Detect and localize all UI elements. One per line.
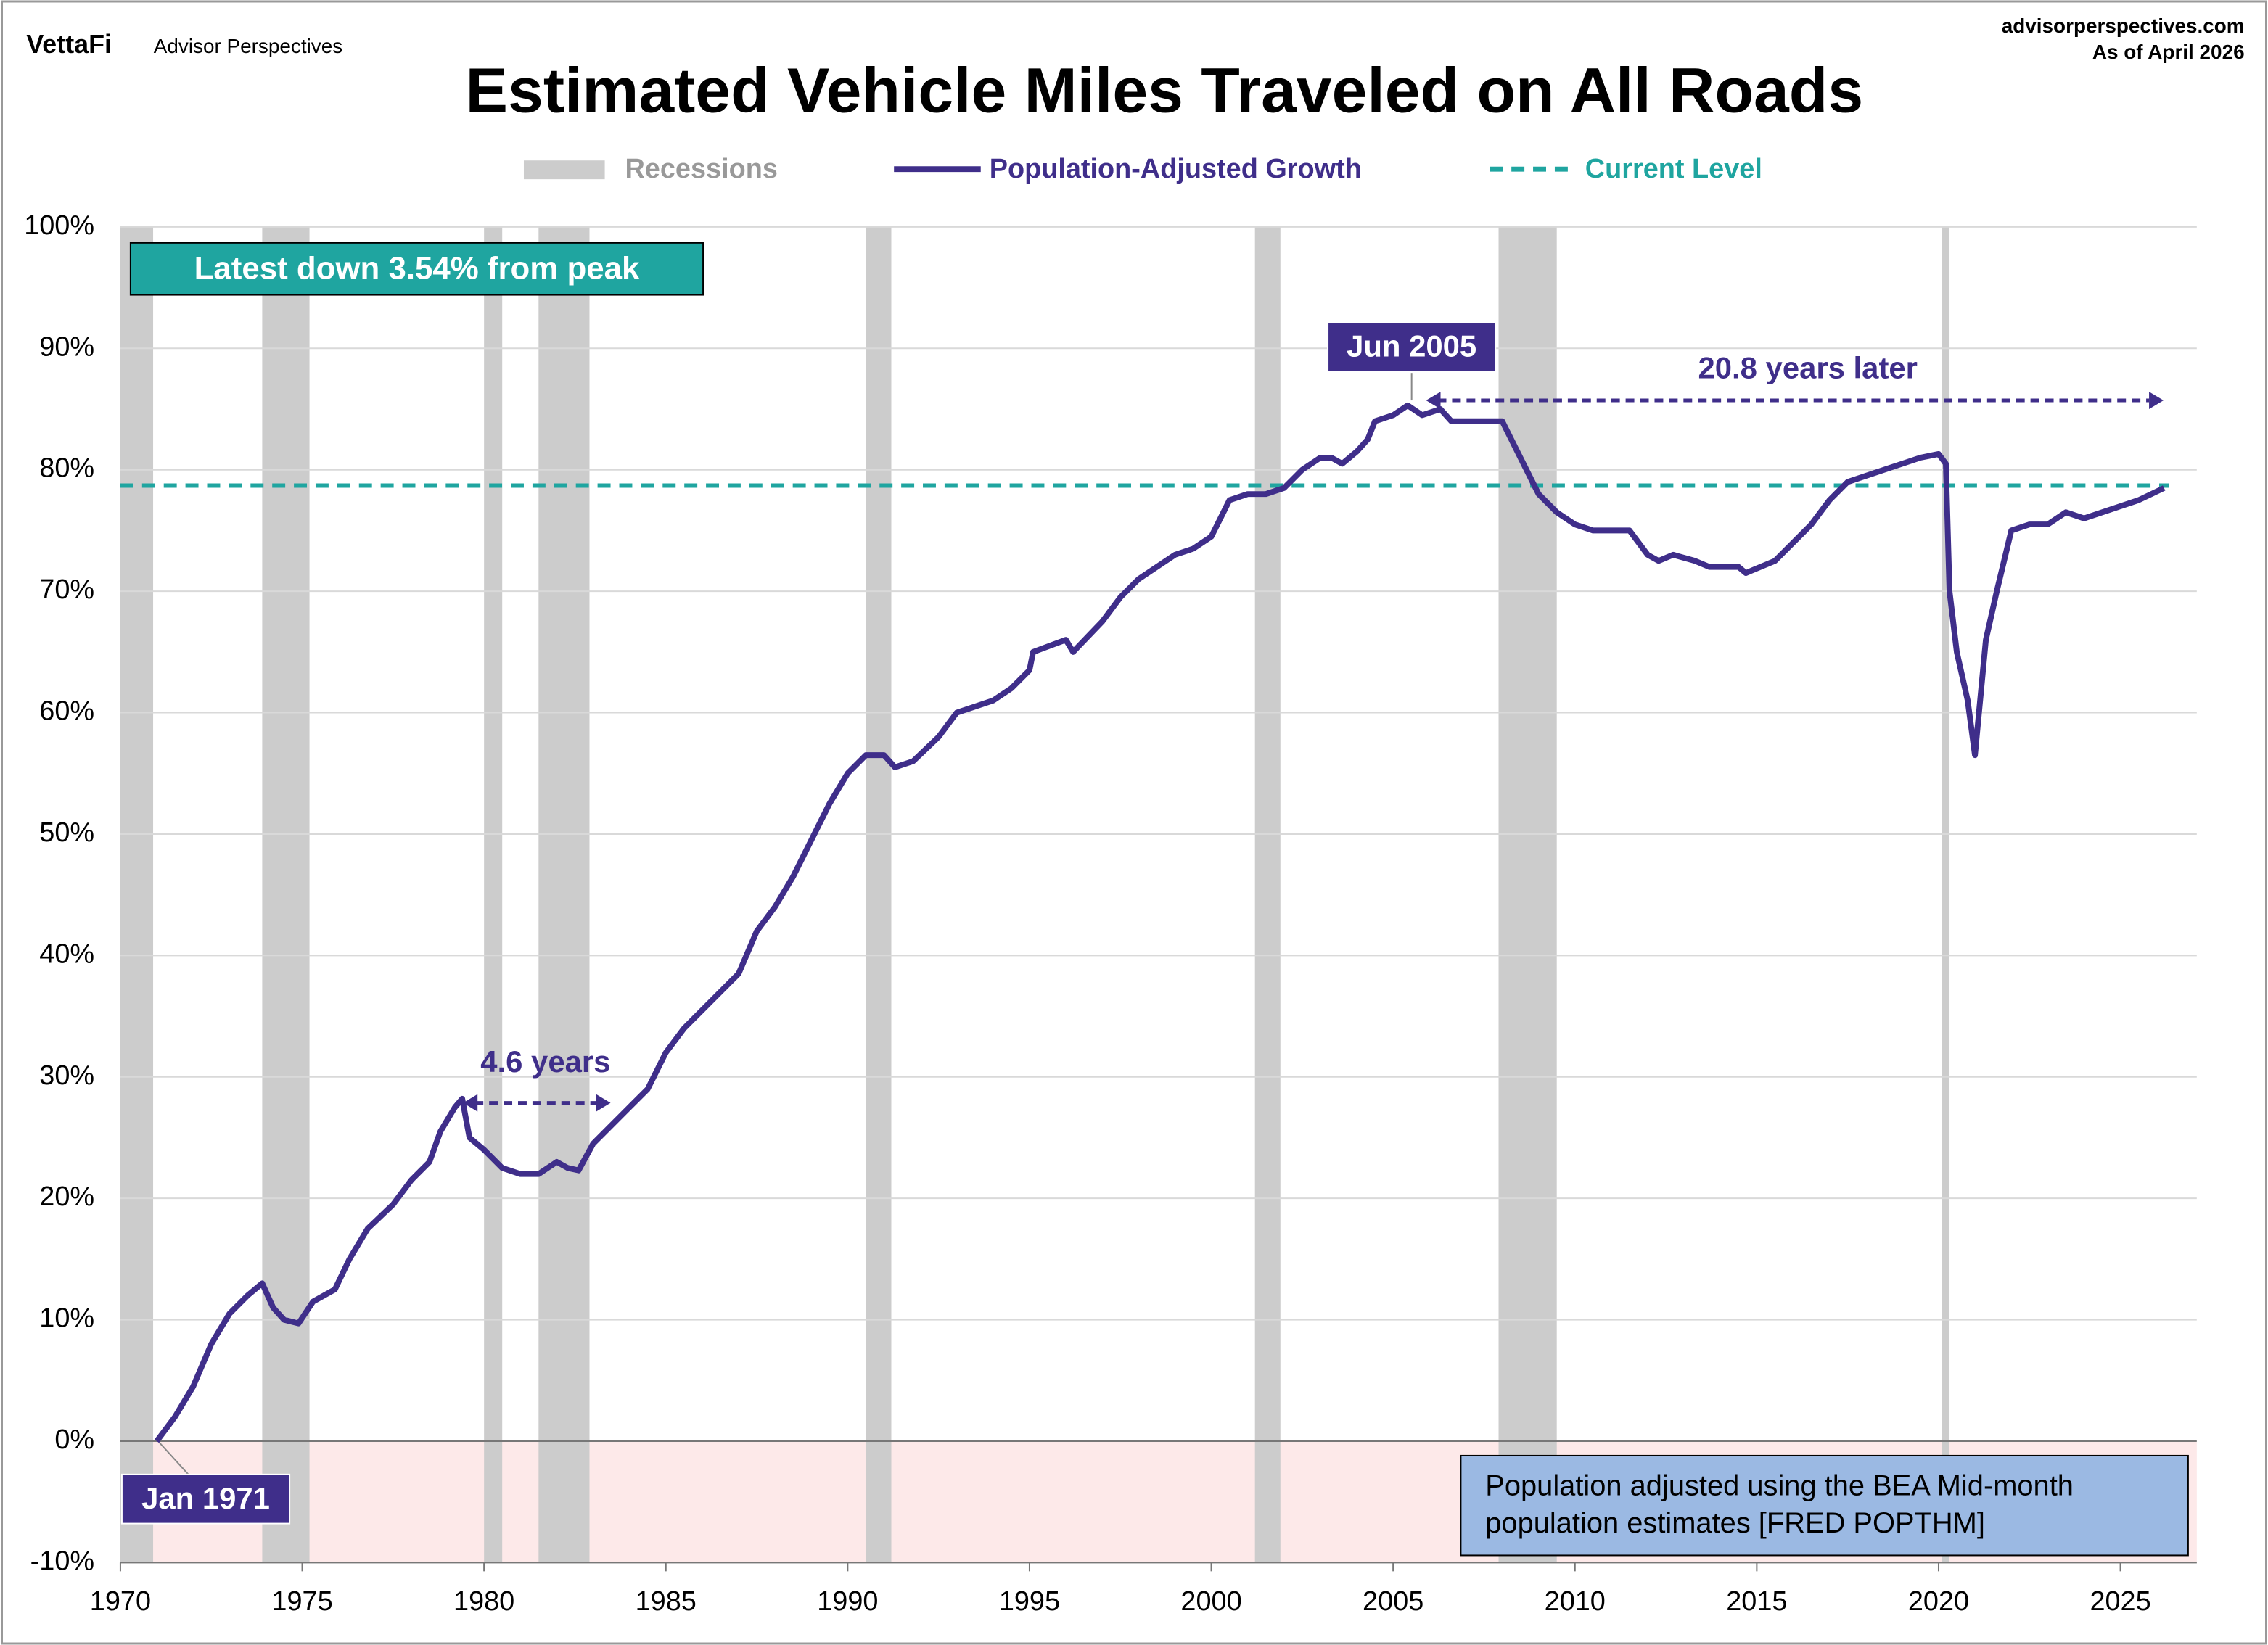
gap-label: 4.6 years: [480, 1044, 610, 1079]
x-tick-label: 2005: [1363, 1586, 1423, 1617]
y-tick-label: 50%: [39, 817, 94, 848]
start-box: [120, 1473, 291, 1525]
date: As of April 2026: [2092, 41, 2245, 63]
recession-band: [866, 226, 892, 1563]
leader-line: [159, 1442, 189, 1475]
note-text: Population adjusted using the BEA Mid-mo…: [1485, 1469, 2074, 1501]
start-label: Jan 1971: [141, 1481, 270, 1515]
brand-sub: Advisor Perspectives: [154, 35, 342, 57]
y-tick-label: 80%: [39, 453, 94, 484]
annotations: Latest down 3.54% from peak Jun 2005 20.…: [120, 242, 2189, 1557]
recession-band: [1942, 226, 1950, 1563]
y-tick-label: 0%: [54, 1425, 94, 1455]
y-tick-label: 40%: [39, 939, 94, 969]
recession-band: [538, 226, 590, 1563]
recession-band: [1498, 226, 1557, 1563]
legend-swatch: [523, 160, 605, 180]
legend-label: Population-Adjusted Growth: [990, 154, 1362, 184]
peak-label: Jun 2005: [1347, 329, 1476, 363]
recession-band: [484, 226, 503, 1563]
site: advisorperspectives.com: [2002, 15, 2245, 37]
y-tick-label: 90%: [39, 331, 94, 362]
peak-box: [1327, 321, 1497, 373]
brand: VettaFi: [26, 30, 112, 59]
y-tick-label: 10%: [39, 1303, 94, 1334]
x-tick-label: 2000: [1180, 1586, 1241, 1617]
note-text: population estimates [FRED POPTHM]: [1485, 1507, 1985, 1539]
note-box: [1460, 1454, 2189, 1557]
x-tick-label: 2020: [1908, 1586, 1969, 1617]
y-tick-label: 100%: [24, 210, 94, 241]
x-tick-label: 1970: [90, 1586, 151, 1617]
y-tick-label: 20%: [39, 1182, 94, 1212]
x-tick-label: 1975: [271, 1586, 332, 1617]
y-tick-label: 70%: [39, 574, 94, 605]
legend-label: Current Level: [1585, 154, 1762, 184]
x-tick-label: 2025: [2090, 1586, 2150, 1617]
y-tick-label: 60%: [39, 696, 94, 727]
legend-label: Recessions: [625, 154, 777, 184]
x-tick-label: 2010: [1545, 1586, 1606, 1617]
callout-text: Latest down 3.54% from peak: [194, 250, 640, 286]
callout-box: [129, 242, 704, 296]
series-line: [154, 403, 2166, 1443]
y-tick-label: 30%: [39, 1060, 94, 1091]
later-label: 20.8 years later: [1698, 350, 1917, 384]
recession-band: [262, 226, 310, 1563]
x-tick-label: 1995: [999, 1586, 1060, 1617]
x-tick-label: 1990: [817, 1586, 878, 1617]
chart-title: Estimated Vehicle Miles Traveled on All …: [466, 55, 1864, 126]
x-tick-label: 1980: [453, 1586, 514, 1617]
legend: Recessions Population-Adjusted Growth Cu…: [523, 154, 1762, 184]
recession-band: [120, 226, 154, 1563]
recession-band: [1254, 226, 1281, 1563]
y-tick-label: -10%: [30, 1546, 94, 1576]
x-tick-label: 1985: [636, 1586, 697, 1617]
x-tick-label: 2015: [1726, 1586, 1787, 1617]
plot-area: -10% 0% 10% 20% 30% 40% 50% 60% 70% 80% 90% 100% 197…: [24, 210, 2197, 1617]
